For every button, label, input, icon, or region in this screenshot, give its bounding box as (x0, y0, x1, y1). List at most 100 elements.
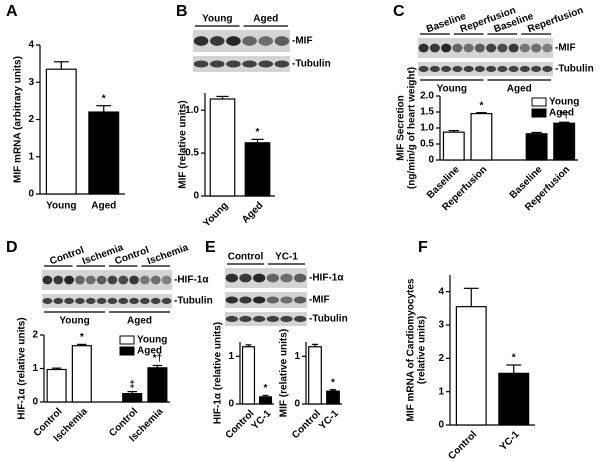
y-axis-label: MIF mRNA of Cardiomyocytes (406, 278, 417, 421)
y-axis-label: MIF (relative units) (279, 329, 290, 417)
blot-row (418, 62, 553, 76)
blot-band (542, 65, 553, 73)
y-tick-label: 4 (438, 286, 444, 297)
blot-band (53, 297, 64, 305)
panel-letter: E (205, 239, 216, 256)
y-tick-label: 1.0 (185, 105, 199, 116)
y-tick-label: 0 (228, 399, 234, 410)
blot-band (225, 296, 238, 304)
x-tick-label: Aged (240, 200, 265, 225)
blot-band (441, 43, 452, 53)
blot-row-label: -Tubulin (292, 59, 331, 70)
bar (442, 131, 465, 161)
blot-band (497, 43, 508, 53)
blot-row-label: -HIF-1α (309, 273, 344, 284)
y-axis-label: MIF (relative units) (178, 100, 189, 188)
legend-label: Aged (549, 108, 574, 119)
blot-band (96, 297, 107, 305)
blot-bottom-label: Aged (127, 316, 152, 327)
y-tick-label: 1.5 (420, 107, 434, 118)
blot-band (274, 60, 290, 68)
blot-band (253, 315, 266, 323)
blot-band (75, 275, 85, 285)
panel-letter: B (176, 3, 188, 20)
panel-letter: C (393, 3, 405, 20)
blot-band (242, 36, 257, 46)
bar (45, 68, 77, 195)
y-tick-label: 0 (294, 399, 300, 410)
panel-letter: A (6, 3, 18, 20)
blot-band (542, 43, 553, 53)
blot-band (239, 273, 252, 283)
bar (244, 142, 271, 197)
bar (147, 367, 168, 403)
blot-band (274, 36, 290, 46)
blot-band (226, 36, 241, 46)
bar (46, 368, 67, 403)
x-tick-label: Young (201, 200, 230, 229)
blot-row-label: -MIF (292, 36, 313, 47)
blot-band (96, 275, 107, 285)
bar (308, 346, 322, 405)
blot-band (118, 275, 129, 285)
x-tick-label: YC-1 (250, 408, 274, 432)
y-axis-label: MIF Secretion (396, 95, 407, 161)
blot-band (508, 65, 519, 73)
blot-band (266, 273, 279, 283)
blot-band (150, 297, 161, 305)
blot-row-label: -Tubulin (174, 296, 213, 307)
blot-row (42, 270, 172, 290)
y-tick-label: 1 (32, 363, 38, 374)
legend-swatch (119, 335, 135, 345)
legend-label: Young (137, 335, 167, 346)
blot-top-label: Reperfusion (526, 5, 585, 35)
significance-mark: * (102, 93, 106, 104)
bar (71, 345, 92, 403)
blot-row-label: -Tubulin (309, 314, 348, 325)
blot-band (161, 275, 172, 285)
blot-top-label: Control (48, 245, 85, 268)
blot-band (225, 315, 238, 323)
legend-label: Aged (137, 346, 162, 357)
blot-band (193, 36, 209, 46)
y-tick-label: 3 (438, 320, 444, 331)
blot-band (140, 275, 150, 285)
blot-band (280, 273, 293, 283)
y-tick-label: 1 (228, 351, 234, 362)
significance-mark: ‡ (129, 379, 135, 390)
blot-row-label: -MIF (309, 295, 330, 306)
blot-band (150, 275, 161, 285)
blot-band (441, 65, 452, 73)
blot-band (53, 275, 64, 285)
blot-band (280, 315, 293, 323)
bar (525, 133, 548, 161)
blot-row (193, 56, 290, 72)
blot-band (294, 296, 307, 304)
blot-band (225, 273, 238, 283)
blot-top-label: YC-1 (275, 252, 298, 263)
y-tick-label: 2 (32, 330, 38, 341)
significance-mark: * (512, 353, 516, 364)
blot-band (226, 60, 241, 68)
bar (326, 390, 340, 405)
legend-label: Young (549, 97, 579, 108)
legend-swatch (531, 97, 547, 107)
legend-swatch (119, 346, 135, 356)
y-tick-label: 0 (438, 420, 444, 431)
blot-band (242, 60, 257, 68)
y-axis-label: (relative units) (417, 316, 428, 384)
blot-band (140, 297, 150, 305)
blot-band (193, 60, 209, 68)
y-tick-label: 1 (28, 151, 34, 162)
blot-band (42, 297, 53, 305)
blot-band (266, 315, 279, 323)
blot-band (486, 65, 497, 73)
panel-letter: D (6, 239, 18, 256)
blot-band (118, 297, 129, 305)
significance-mark: * (331, 377, 335, 388)
blot-band (64, 297, 74, 305)
blot-band (239, 296, 252, 304)
y-tick-label: 1.0 (420, 123, 434, 134)
blot-band (452, 65, 463, 73)
